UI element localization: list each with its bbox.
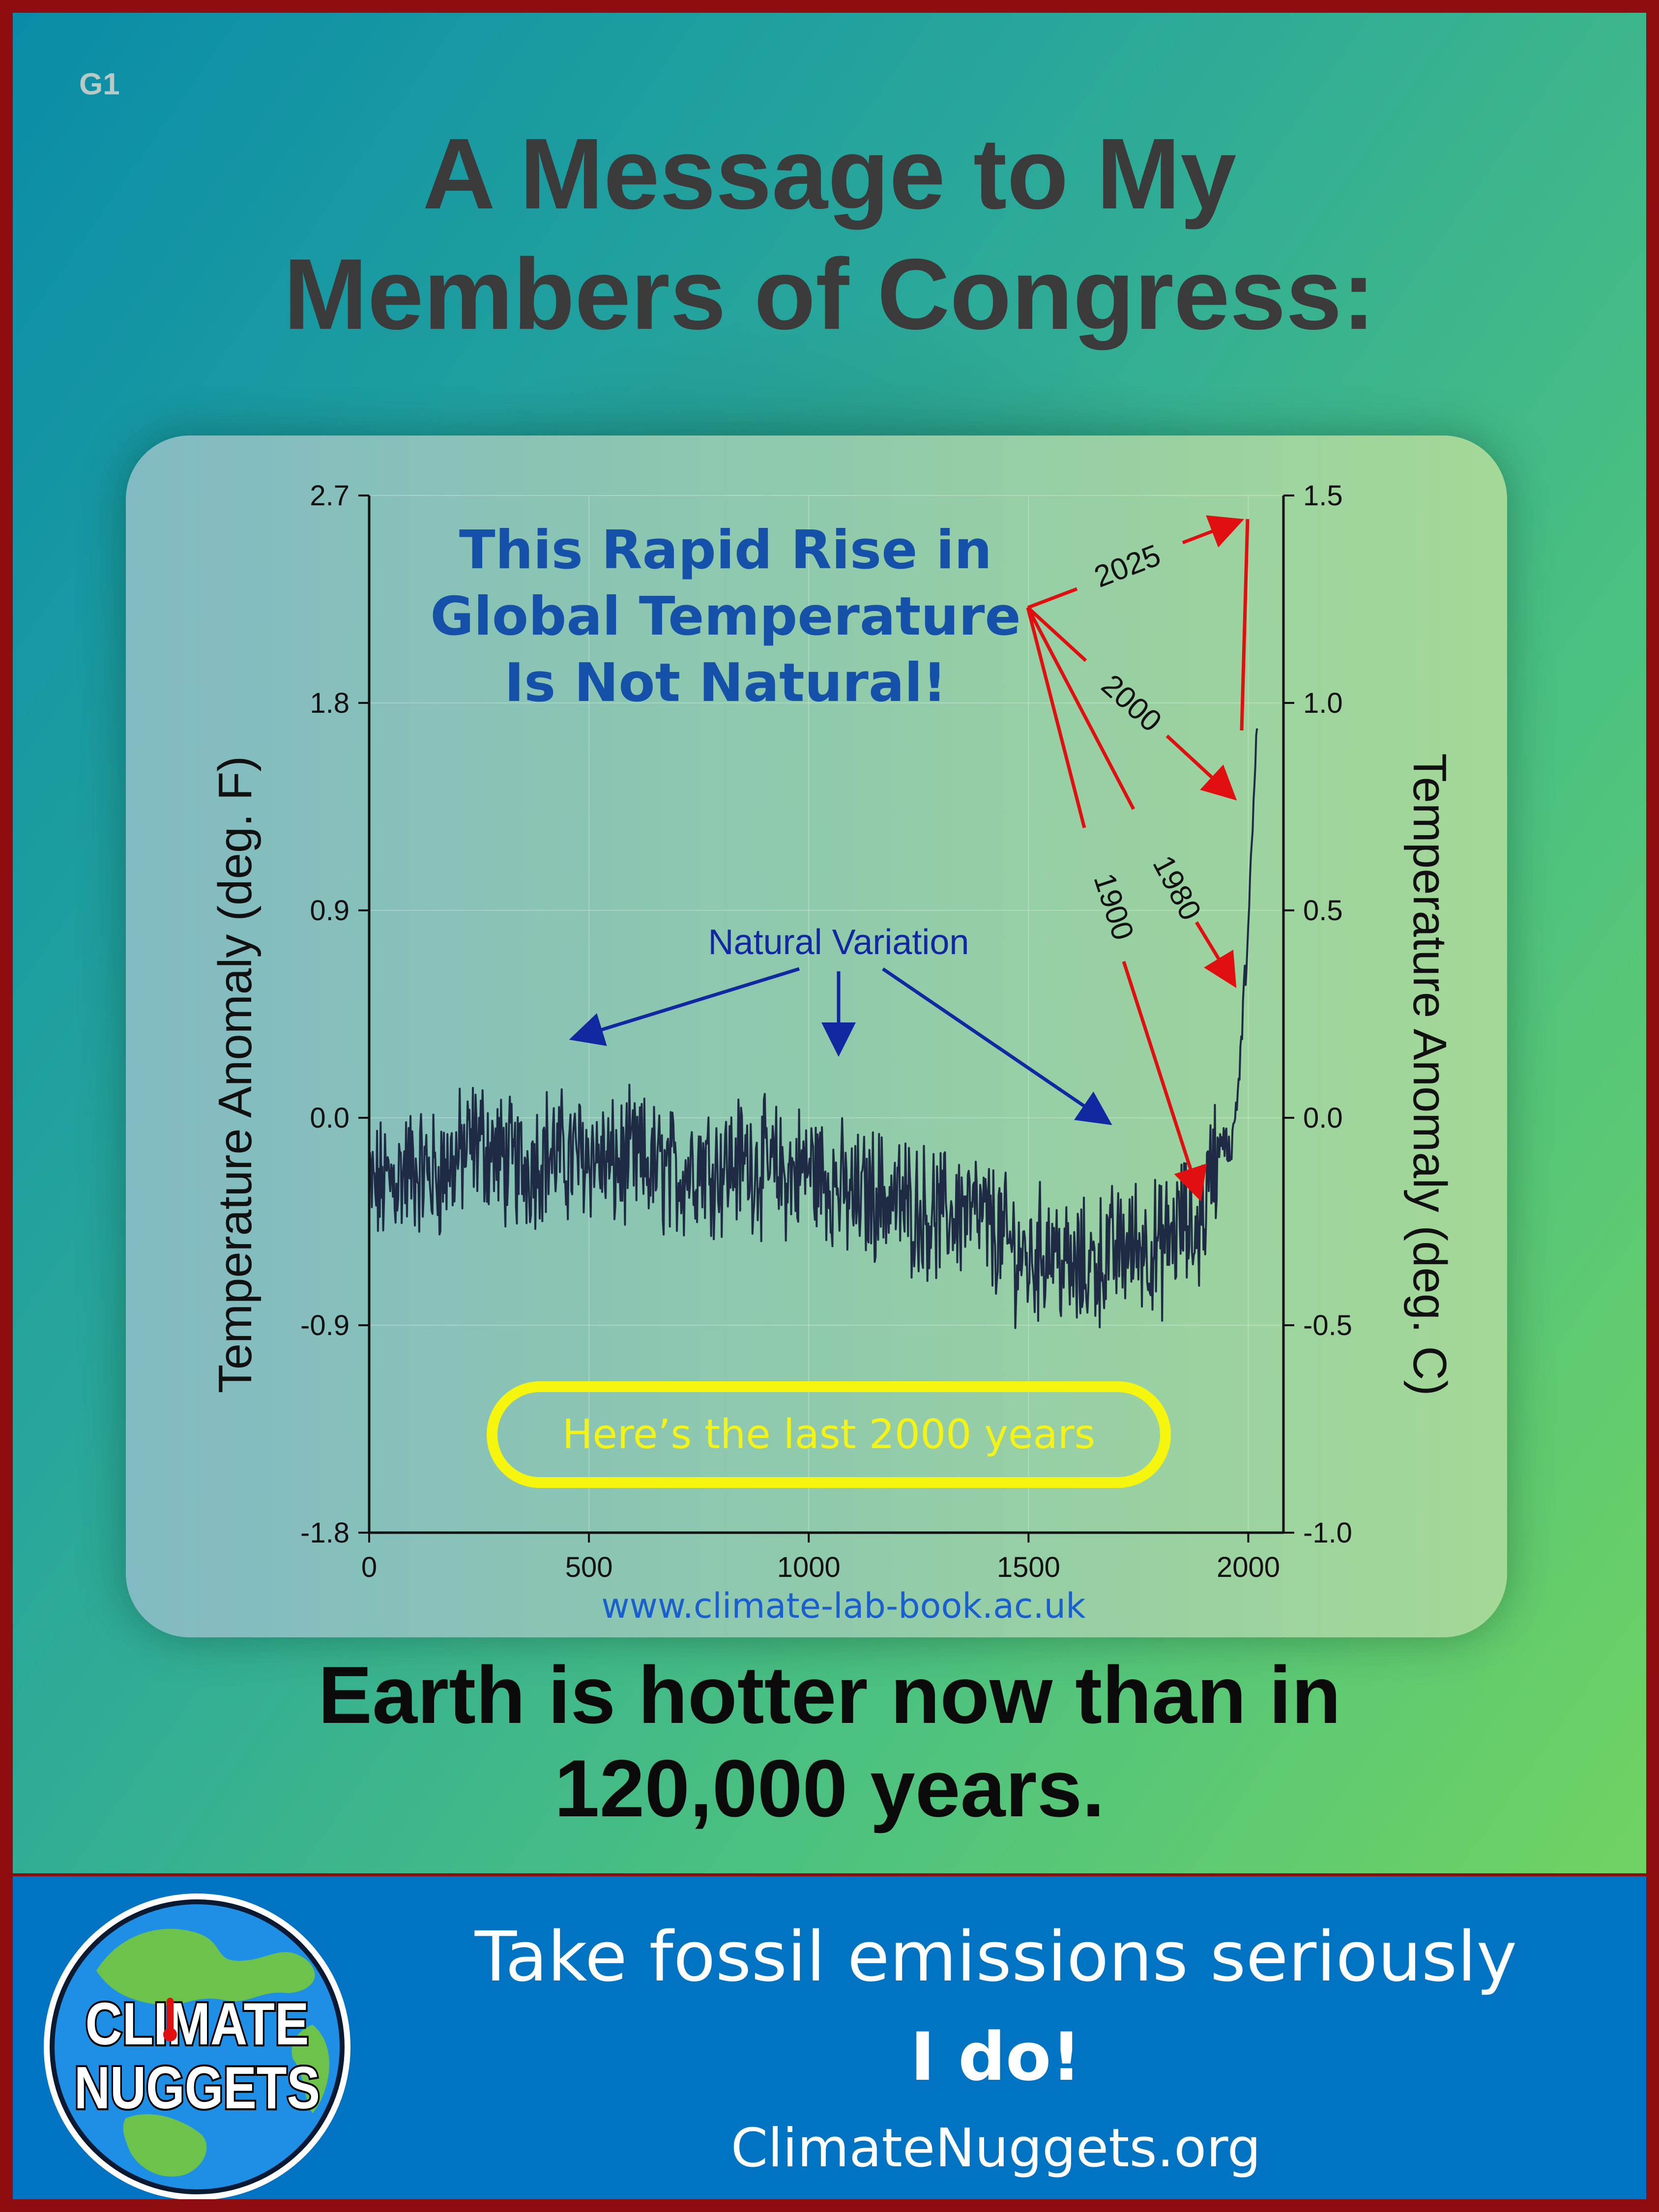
footer-emphasis: I do! [910,2018,1082,2096]
year-label-1980: 1980 [1146,850,1208,926]
arrow-1900-b [1122,960,1207,1202]
natural-arrow-right [882,967,1112,1125]
year-label-1900: 1900 [1087,869,1140,944]
poster-tag: G1 [79,67,120,101]
headline-line-1: This Rapid Rise in [459,520,992,581]
tick-label-left: 1.8 [310,687,349,719]
y-axis-title-left: Temperature Anomaly (deg. F) [209,756,262,1394]
year-arrows [1026,515,1250,1202]
arrow-1900-a [1026,607,1086,828]
series-layer [368,728,1258,1329]
natural-arrow-left [569,967,800,1046]
natural-variation-arrows [569,967,1112,1125]
footer-banner: CLIMATE NUGGETS Take fossil emissions se… [13,1873,1646,2199]
y-axis-title-right: Temperature Anomaly (deg. C) [1403,753,1456,1396]
grid [369,495,1283,1533]
footer-message: Take fossil emissions seriously [474,1917,1517,1997]
temperature-chart: 2.7 1.5 1.8 1.0 0.9 0.5 0.0 0.0 -0.9 -0.5 -1.8 -1.0… [209,480,1456,1626]
headline-line-3: Is Not Natural! [504,652,947,714]
logo-continent-north [96,1928,315,2006]
tick-label-left: 0.9 [310,895,349,927]
arrow-2025-spike [1240,519,1250,731]
footer-website[interactable]: ClimateNuggets.org [730,2118,1261,2179]
arrow-2000-a [1026,606,1087,662]
logo-text-1: CLIMATE [86,1990,309,2057]
arrow-2000-b [1165,734,1237,801]
logo-continent-south [123,2114,207,2177]
tick-label-x: 2000 [1217,1551,1280,1583]
tick-label-x: 1000 [777,1551,841,1583]
temperature-series-line [368,728,1258,1329]
tick-label-right: -1.0 [1303,1517,1352,1549]
tagline-line-2: 120,000 years. [554,1743,1105,1834]
thermometer-bulb-icon [163,2028,177,2041]
tick-label-right: 0.5 [1303,895,1343,927]
tick-label-x: 0 [361,1551,377,1583]
last-2000-years-pill [487,1381,1171,1488]
tick-label-left: 2.7 [310,480,349,512]
chart-panel: 2.7 1.5 1.8 1.0 0.9 0.5 0.0 0.0 -0.9 -0.5 -1.8 -1.0… [126,436,1507,1637]
natural-variation-label: Natural Variation [708,923,969,962]
tick-label-right: 0.0 [1303,1102,1343,1134]
tick-label-x: 1500 [997,1551,1060,1583]
thermometer-icon [167,1998,174,2032]
title-line-1: A Message to My [422,117,1237,230]
tick-label-left: -1.8 [300,1517,349,1549]
logo-text-2: NUGGETS [74,2054,320,2121]
arrow-1980-b [1195,921,1237,988]
tick-label-right: -0.5 [1303,1310,1352,1341]
climate-nuggets-logo: CLIMATE NUGGETS [44,1893,350,2199]
arrow-1980-a [1026,607,1135,810]
tagline-line-1: Earth is hotter now than in [318,1650,1341,1740]
source-url: www.climate-lab-book.ac.uk [601,1586,1086,1626]
arrow-2025-b [1182,515,1245,548]
headline-line-2: Global Temperature [430,586,1021,647]
arrow-2025-a [1027,587,1078,610]
tick-label-x: 500 [565,1551,613,1583]
tick-label-left: -0.9 [300,1310,349,1341]
axes: 2.7 1.5 1.8 1.0 0.9 0.5 0.0 0.0 -0.9 -0.5 -1.8 -1.0… [300,480,1352,1583]
tick-label-right: 1.0 [1303,687,1343,719]
logo-continent-east [291,2025,329,2113]
title-line-2: Members of Congress: [283,238,1376,350]
tick-label-left: 0.0 [310,1102,349,1134]
year-label-2025: 2025 [1090,538,1165,594]
last-2000-years-label: Here’s the last 2000 years [562,1411,1095,1458]
tick-label-right: 1.5 [1303,480,1343,512]
